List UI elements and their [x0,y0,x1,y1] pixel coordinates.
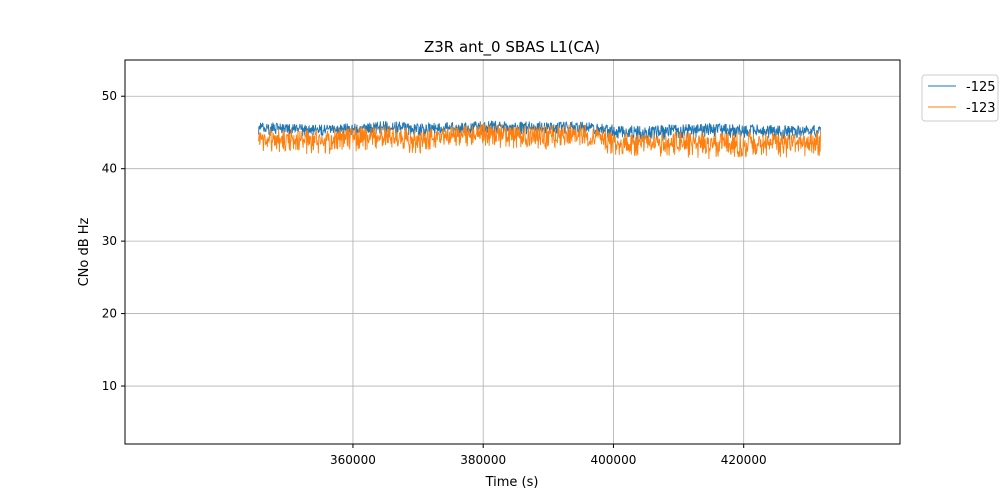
plot-frame [124,59,901,445]
axis-ticks: 360000 380000 400000 420000 10 20 30 40 50 [102,89,767,467]
y-tick-label: 40 [102,162,117,176]
grid-lines [125,60,900,444]
y-tick-label: 10 [102,379,117,393]
legend-label-series-2: -123 [966,101,996,116]
x-axis-label: Time (s) [485,475,539,490]
y-tick-label: 20 [102,307,117,321]
x-tick-label: 400000 [591,453,637,467]
y-axis-label: CNo dB Hz [77,217,92,286]
y-tick-label: 50 [102,89,117,103]
x-tick-label: 380000 [460,453,506,467]
legend: -125 -123 [921,74,999,122]
series-layer [258,120,821,159]
x-tick-label: 360000 [330,453,376,467]
x-tick-label: 420000 [721,453,767,467]
chart-title: Z3R ant_0 SBAS L1(CA) [424,38,600,57]
series-line-123 [258,123,821,159]
y-tick-label: 30 [102,234,117,248]
legend-label-series-1: -125 [966,80,996,95]
